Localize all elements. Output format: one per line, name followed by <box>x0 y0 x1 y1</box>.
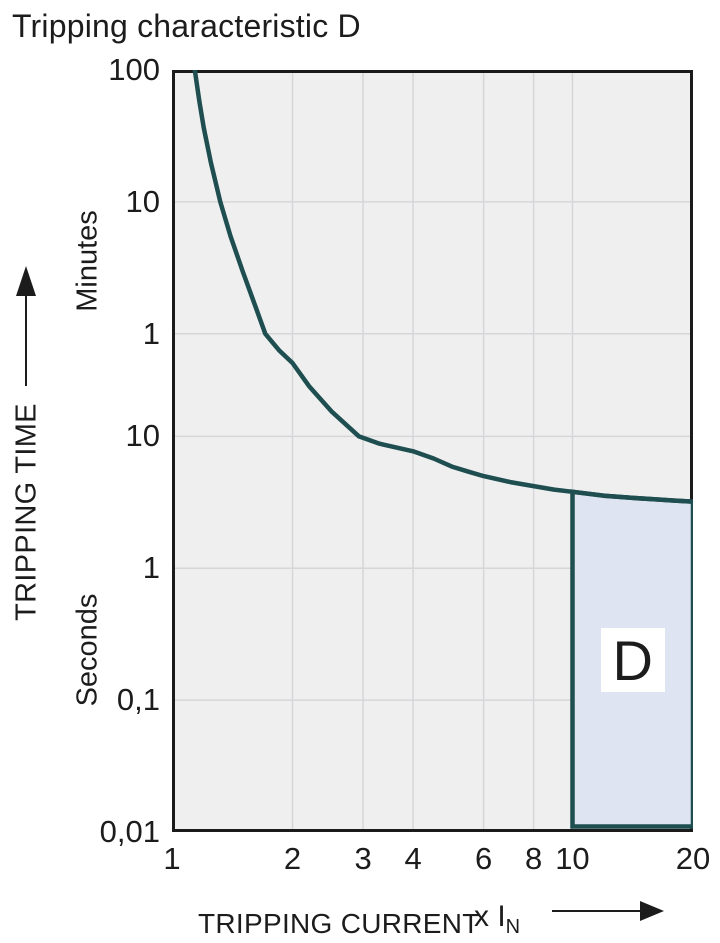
x-tick-label: 2 <box>283 841 302 876</box>
chart-title: Tripping characteristic D <box>12 8 361 44</box>
y-tick-label: 1 <box>142 315 160 351</box>
y-axis-title: TRIPPING TIME <box>10 403 43 621</box>
y-axis-unit-minutes: Minutes <box>71 210 104 312</box>
plot-border <box>172 70 693 832</box>
x-tick-label: 10 <box>555 841 590 876</box>
x-tick-label: 3 <box>354 841 372 876</box>
up-arrow-icon <box>16 266 36 386</box>
plot-area <box>172 70 693 832</box>
region-label-box: D <box>600 628 665 693</box>
y-tick-label: 100 <box>108 52 160 87</box>
x-tick-label: 1 <box>163 841 181 876</box>
thermal-tripping-curve <box>192 70 693 504</box>
right-arrow-icon <box>552 901 664 921</box>
x-axis-unit: x IN <box>474 900 521 938</box>
x-tick-label: 4 <box>404 841 422 876</box>
x-tick-label: 20 <box>675 841 711 876</box>
y-tick-label: 0,1 <box>116 682 160 718</box>
y-tick-label: 10 <box>125 418 160 454</box>
x-tick-label: 6 <box>474 841 493 876</box>
y-tick-label: 1 <box>142 550 160 586</box>
x-axis-title: TRIPPING CURRENT <box>198 908 480 939</box>
y-tick-label: 10 <box>125 183 160 219</box>
y-tick-label: 0,01 <box>99 814 160 849</box>
region-label: D <box>612 628 653 692</box>
x-tick-label: 8 <box>525 841 543 876</box>
x-axis-unit-subscript: N <box>505 916 521 938</box>
